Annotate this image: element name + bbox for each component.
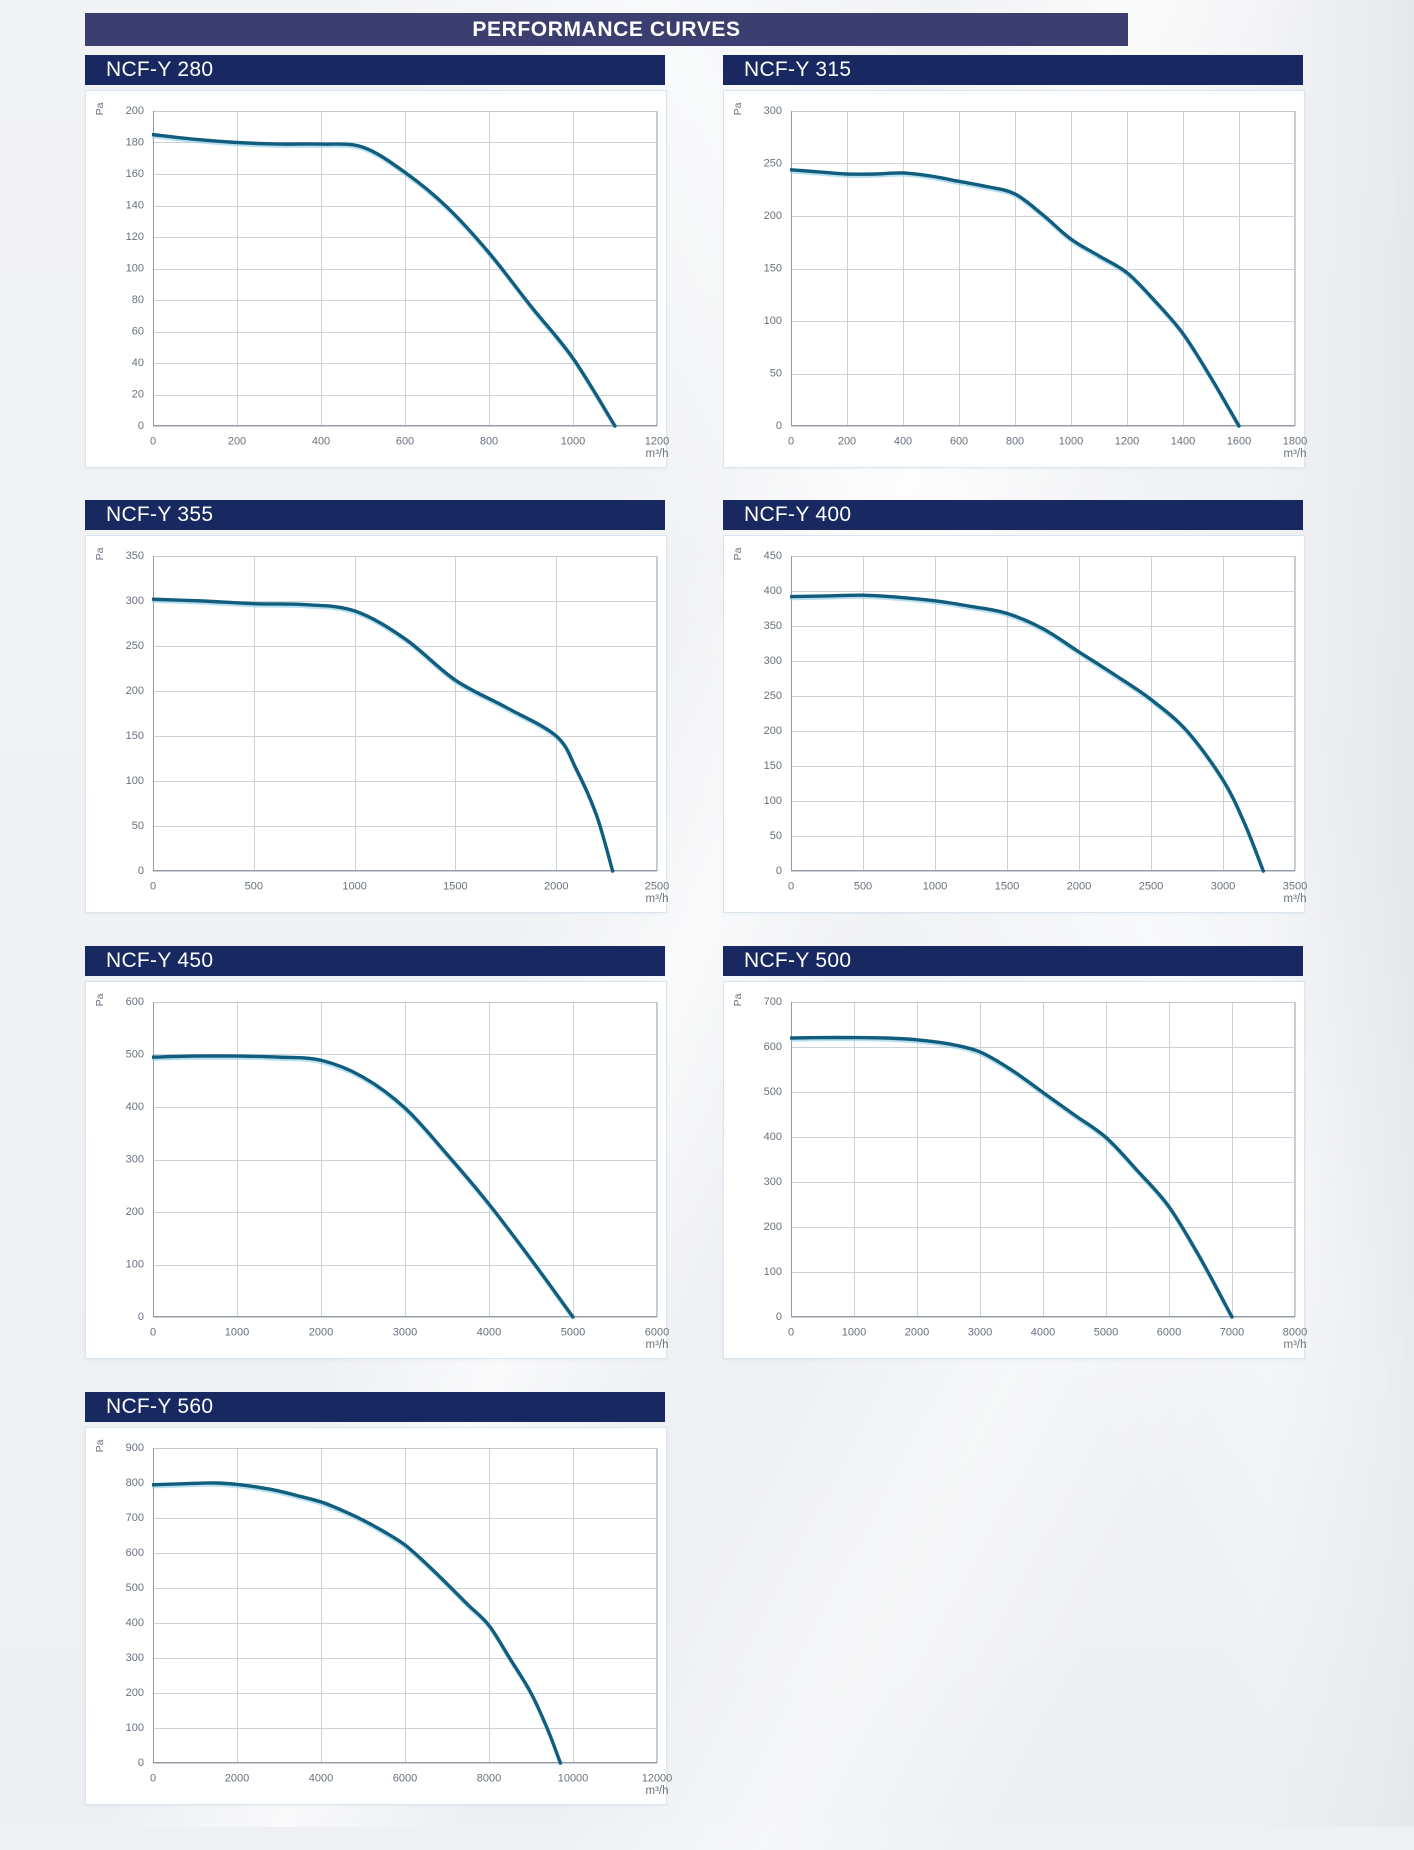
- chart-card: Pa m³/h: [723, 981, 1310, 1359]
- x-axis-unit-label: m³/h: [645, 448, 669, 460]
- y-axis-unit-label: Pa: [94, 547, 106, 561]
- chart-title-text: NCF-Y 280: [106, 58, 214, 81]
- x-axis-unit-label: m³/h: [1283, 893, 1307, 905]
- chart-title-bar-ncf-y-280: NCF-Y 280: [85, 55, 665, 85]
- performance-curve-canvas: [724, 91, 1310, 467]
- performance-curve-canvas: [86, 1428, 672, 1804]
- performance-curve-canvas: [724, 982, 1310, 1358]
- y-axis-unit-label: Pa: [94, 102, 106, 116]
- chart-title-text: NCF-Y 315: [744, 58, 852, 81]
- x-axis-unit-label: m³/h: [1283, 448, 1307, 460]
- x-axis-unit-label: m³/h: [645, 1339, 669, 1351]
- chart-title-bar-ncf-y-315: NCF-Y 315: [723, 55, 1303, 85]
- chart-title-bar-ncf-y-400: NCF-Y 400: [723, 500, 1303, 530]
- y-axis-unit-label: Pa: [94, 1439, 106, 1453]
- chart-card: Pa m³/h: [85, 90, 672, 468]
- performance-curve-canvas: [86, 91, 672, 467]
- chart-title-bar-ncf-y-355: NCF-Y 355: [85, 500, 665, 530]
- y-axis-unit-label: Pa: [732, 993, 744, 1007]
- x-axis-unit-label: m³/h: [645, 1785, 669, 1797]
- chart-card: Pa m³/h: [85, 535, 672, 913]
- y-axis-unit-label: Pa: [94, 993, 106, 1007]
- performance-curve-canvas: [86, 536, 672, 912]
- chart-card: Pa m³/h: [723, 90, 1310, 468]
- x-axis-unit-label: m³/h: [645, 893, 669, 905]
- chart-card: Pa m³/h: [723, 535, 1310, 913]
- chart-title-text: NCF-Y 355: [106, 503, 214, 526]
- page-title: PERFORMANCE CURVES: [85, 13, 1128, 46]
- performance-curve-canvas: [724, 536, 1310, 912]
- page-title-text: PERFORMANCE CURVES: [472, 17, 741, 41]
- y-axis-unit-label: Pa: [732, 547, 744, 561]
- y-axis-unit-label: Pa: [732, 102, 744, 116]
- chart-title-bar-ncf-y-450: NCF-Y 450: [85, 946, 665, 976]
- chart-title-bar-ncf-y-560: NCF-Y 560: [85, 1392, 665, 1422]
- chart-title-text: NCF-Y 500: [744, 949, 852, 972]
- x-axis-unit-label: m³/h: [1283, 1339, 1307, 1351]
- chart-title-bar-ncf-y-500: NCF-Y 500: [723, 946, 1303, 976]
- performance-curve-canvas: [86, 982, 672, 1358]
- chart-card: Pa m³/h: [85, 981, 672, 1359]
- chart-title-text: NCF-Y 400: [744, 503, 852, 526]
- chart-title-text: NCF-Y 450: [106, 949, 214, 972]
- chart-title-text: NCF-Y 560: [106, 1395, 214, 1418]
- chart-card: Pa m³/h: [85, 1427, 672, 1805]
